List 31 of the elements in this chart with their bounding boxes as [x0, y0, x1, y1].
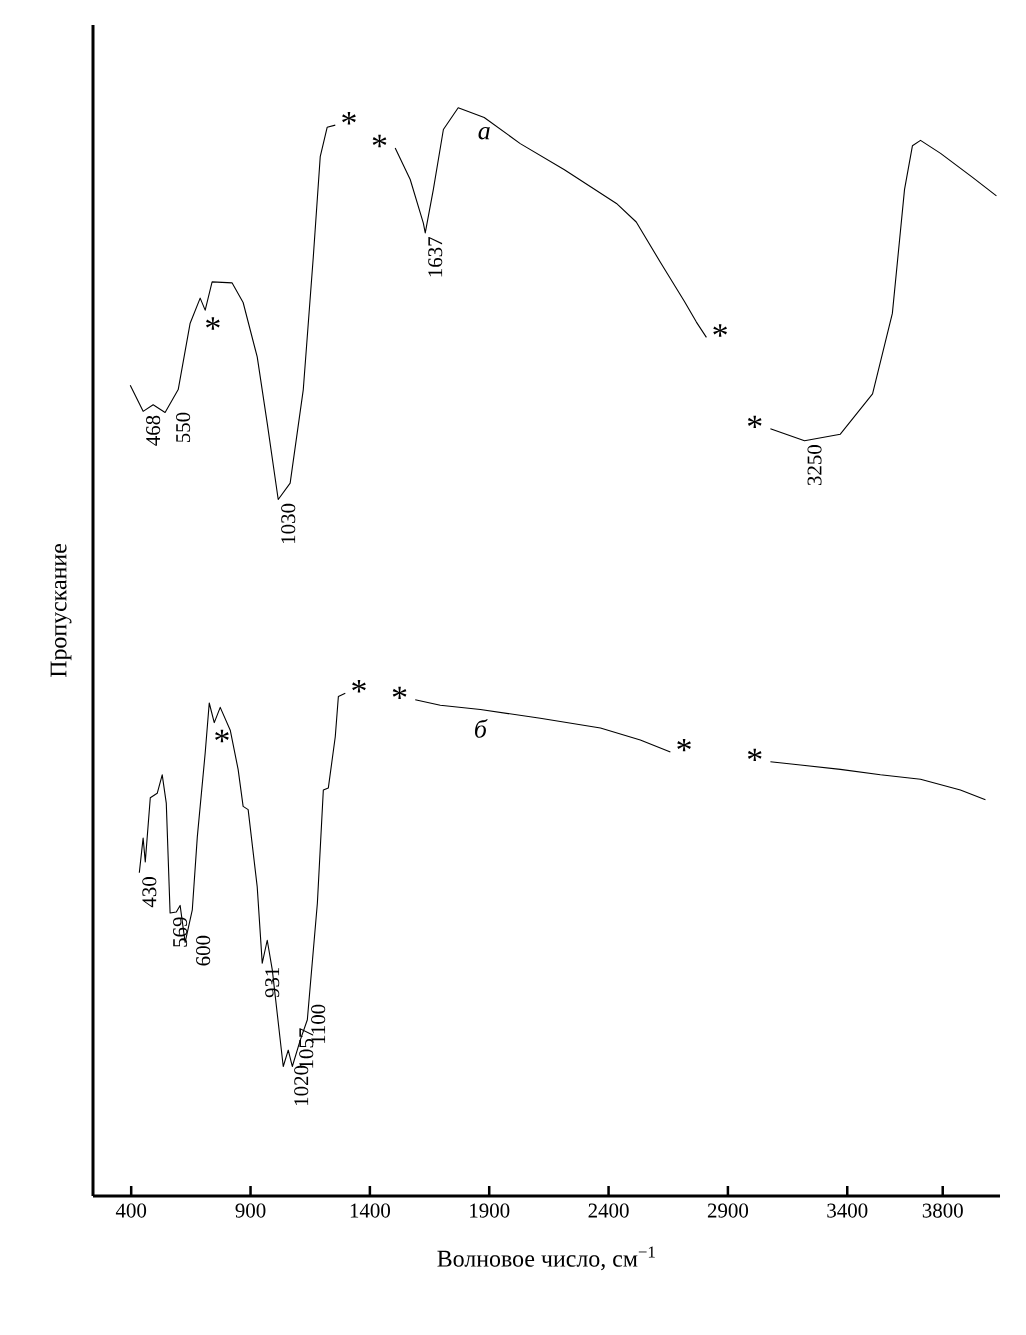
- annotation: *: [342, 112, 356, 125]
- annotation: 468: [146, 415, 161, 446]
- annotation: *: [677, 738, 691, 752]
- annotation: 569: [173, 917, 188, 947]
- annotation: 550: [176, 412, 191, 443]
- annotation: *: [372, 134, 387, 148]
- x-tick-label: 3400: [827, 1203, 868, 1218]
- series-label: а: [478, 127, 490, 140]
- x-tick-label: 400: [115, 1203, 147, 1218]
- annotation: 430: [142, 877, 157, 908]
- annotation: *: [206, 317, 220, 330]
- annotation: *: [747, 415, 762, 429]
- x-tick-label: 900: [235, 1203, 266, 1218]
- annotation: *: [747, 748, 762, 762]
- x-tick-label: 1400: [350, 1203, 391, 1218]
- series-label: б: [475, 719, 488, 738]
- annotation: *: [352, 680, 366, 693]
- annotation: *: [392, 686, 407, 700]
- annotation: *: [713, 324, 727, 337]
- x-tick-label: 2900: [707, 1203, 749, 1218]
- annotation: 600: [196, 935, 211, 966]
- annotation: *: [215, 729, 229, 743]
- y-axis-title: Пропускание: [50, 544, 72, 678]
- x-tick-label: 2400: [588, 1203, 629, 1218]
- x-axis-title: Волновое число, см$^{−1}$: [437, 1246, 655, 1271]
- x-tick-label: 1900: [470, 1203, 510, 1218]
- x-tick-label: 3800: [922, 1203, 963, 1218]
- annotation: 1637: [428, 236, 443, 277]
- annotation: 931: [265, 967, 280, 998]
- annotation: 3250: [807, 445, 822, 486]
- annotation: 1030: [281, 503, 296, 544]
